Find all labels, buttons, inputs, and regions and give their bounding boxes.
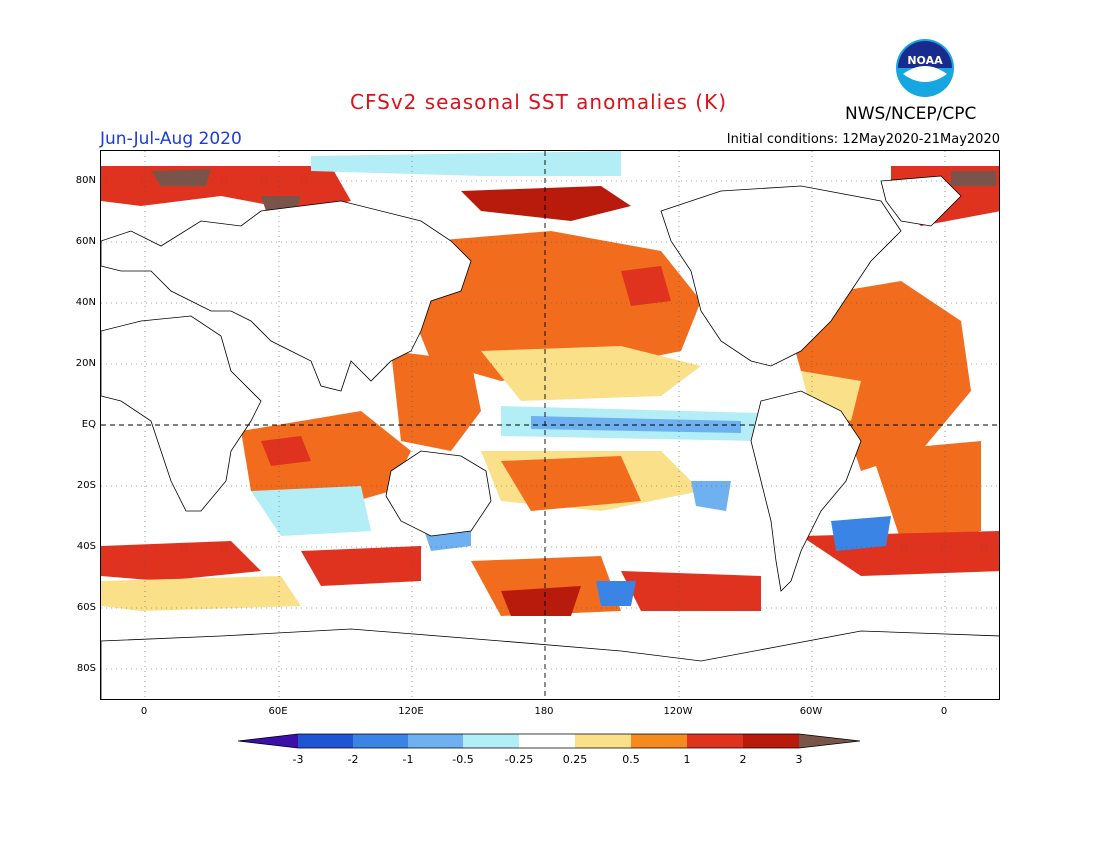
lat-label-20n: 20N [75, 358, 96, 369]
indian-ocean-strong [261, 436, 311, 466]
colorbar-label: -3 [292, 753, 304, 766]
colorbar-label: 0.25 [562, 753, 588, 766]
colorbar-min-arrow [238, 734, 298, 748]
colorbar-label: 2 [739, 753, 747, 766]
colorbar-bin [743, 734, 799, 748]
southern-ocean-strong [501, 586, 581, 616]
colorbar-label: -2 [347, 753, 359, 766]
map-field [101, 151, 999, 699]
lon-label-0: 0 [140, 706, 148, 717]
north-america-land [660, 185, 902, 367]
southern-ocean-warm-band-2 [301, 546, 421, 586]
africa-land [101, 315, 262, 512]
colorbar-label: -0.25 [504, 753, 534, 766]
australia-land [385, 450, 492, 537]
west-pacific-warm [391, 351, 481, 451]
colorbar-label: 1 [683, 753, 691, 766]
arctic-extreme-region-3 [951, 171, 996, 186]
equatorial-mod-cool [531, 416, 741, 433]
lat-label-80n: 80N [75, 175, 96, 186]
se-pacific-cool [691, 481, 731, 511]
colorbar-bin [687, 734, 743, 748]
noaa-logo-icon: NOAA [896, 39, 954, 97]
north-pacific-weak-warm [481, 346, 701, 401]
south-america-land [750, 390, 862, 592]
greenland-land [880, 175, 962, 227]
north-pacific-strong [621, 266, 671, 306]
period-label: Jun-Jul-Aug 2020 [100, 129, 242, 149]
antarctica-land [101, 628, 999, 699]
colorbar-bin [408, 734, 463, 748]
colorbar-bin [298, 734, 353, 748]
lat-label-60s: 60S [76, 602, 96, 613]
lat-label-40n: 40N [75, 297, 96, 308]
grid-lines [101, 151, 999, 699]
lon-label-120e: 120E [398, 706, 424, 717]
south-atlantic-warm [871, 441, 981, 541]
sst-anomaly-map [100, 150, 1000, 700]
colorbar-label: -1 [402, 753, 414, 766]
lat-label-40s: 40S [76, 541, 96, 552]
eurasia-land [101, 200, 472, 392]
lon-label-180: 180 [534, 706, 554, 717]
lat-label-20s: 20S [76, 480, 96, 491]
arctic-cool-region [311, 151, 621, 176]
southern-ocean-warm-band-4 [621, 571, 761, 611]
colorbar-max-arrow [799, 734, 860, 748]
lat-label-80s: 80S [76, 663, 96, 674]
colorbar-label: -0.5 [452, 753, 474, 766]
atlantic-warm [781, 281, 971, 471]
colorbar-bin [463, 734, 519, 748]
southern-ocean-cool [596, 581, 636, 606]
colorbar-bin [575, 734, 631, 748]
colorbar-bin [631, 734, 687, 748]
colorbar-label: 0.5 [622, 753, 640, 766]
landmass [101, 175, 999, 699]
arctic-warm-region-2 [461, 186, 631, 221]
indian-ocean-warm [241, 411, 411, 511]
north-pacific-warm [411, 231, 701, 381]
lon-label-0-east: 0 [940, 706, 948, 717]
lon-label-60e: 60E [268, 706, 288, 717]
southern-ocean-warm-band [101, 541, 261, 581]
colorbar-bin [353, 734, 408, 748]
lon-label-120w: 120W [663, 706, 693, 717]
colorbar-bin [519, 734, 575, 748]
southern-ocean-warm-band-5 [801, 531, 999, 576]
colorbar-label: 3 [795, 753, 803, 766]
southern-ocean-cool-2 [831, 516, 891, 551]
logo-text: NOAA [907, 54, 943, 67]
reference-lines [101, 151, 999, 699]
lat-label-60n: 60N [75, 236, 96, 247]
agency-label: NWS/NCEP/CPC [845, 104, 977, 124]
initial-conditions-label: Initial conditions: 12May2020-21May2020 [726, 132, 1000, 147]
chart-title: CFSv2 seasonal SST anomalies (K) [350, 90, 727, 114]
southern-ocean-weak-warm [101, 576, 301, 611]
lat-label-eq: EQ [81, 419, 96, 430]
anomaly-field [101, 151, 999, 616]
arctic-extreme-region [151, 169, 211, 186]
se-pacific-warm [501, 456, 641, 511]
colorbar [238, 733, 861, 749]
southern-ocean-weak-cool [251, 486, 371, 536]
lon-label-60w: 60W [799, 706, 823, 717]
